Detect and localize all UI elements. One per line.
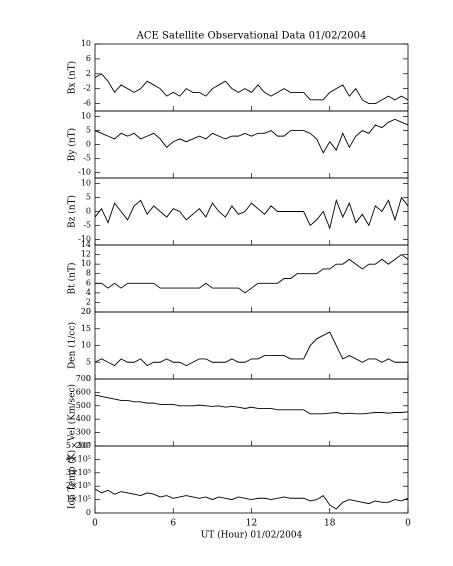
x-axis-label: UT (Hour) 01/02/2004 bbox=[201, 530, 303, 541]
y-tick-label: 5 bbox=[86, 357, 91, 366]
panel-frame bbox=[94, 43, 409, 112]
y-tick-label: 10 bbox=[81, 341, 91, 350]
y-tick-label: 12 bbox=[81, 250, 91, 259]
data-line bbox=[94, 331, 408, 367]
data-line bbox=[94, 196, 409, 230]
y-tick-label: 700 bbox=[76, 374, 91, 383]
y-tick-label: 6 bbox=[86, 54, 91, 63]
y-tick-label: -5 bbox=[83, 220, 91, 229]
y-tick-label: 2×10⁵ bbox=[66, 481, 91, 490]
y-axis-label: Bt (nT) bbox=[67, 263, 78, 295]
x-tick-label: 0 bbox=[405, 519, 411, 529]
y-axis-label: Den (1/cc) bbox=[67, 322, 78, 369]
chart-title: ACE Satellite Observational Data 01/02/2… bbox=[136, 31, 367, 42]
x-tick-label: 18 bbox=[324, 519, 336, 529]
y-tick-label: 5×10⁵ bbox=[66, 441, 91, 450]
y-tick-label: 0 bbox=[86, 140, 91, 149]
y-tick-label: -2 bbox=[83, 84, 91, 93]
y-tick-label: -6 bbox=[83, 99, 91, 108]
y-tick-label: 1×10⁵ bbox=[66, 495, 91, 504]
y-tick-label: 400 bbox=[76, 414, 91, 423]
y-tick-label: -10 bbox=[78, 234, 91, 243]
panel-frame bbox=[94, 378, 409, 447]
y-tick-label: 4 bbox=[86, 288, 91, 297]
panel-frame bbox=[94, 110, 409, 179]
data-line bbox=[94, 73, 409, 105]
y-tick-label: 0 bbox=[86, 307, 91, 316]
y-tick-label: 500 bbox=[76, 401, 91, 410]
y-tick-label: 600 bbox=[76, 387, 91, 396]
y-tick-label: 0 bbox=[86, 374, 91, 383]
x-tick-label: 0 bbox=[92, 519, 98, 529]
x-tick-label: 6 bbox=[170, 519, 176, 529]
y-tick-label: 14 bbox=[81, 240, 91, 249]
y-tick-label: 10 bbox=[81, 179, 91, 188]
y-tick-label: 300 bbox=[76, 428, 91, 437]
y-tick-label: 2 bbox=[86, 69, 91, 78]
y-axis-label: Ion Temp (K) bbox=[67, 450, 78, 509]
y-tick-label: 0 bbox=[86, 207, 91, 216]
data-line bbox=[94, 118, 409, 154]
y-tick-label: 10 bbox=[81, 39, 91, 48]
data-line bbox=[94, 394, 409, 415]
panel-frame bbox=[94, 177, 409, 246]
y-tick-label: -5 bbox=[83, 153, 91, 162]
y-tick-label: 20 bbox=[81, 307, 91, 316]
y-axis-label: Bx (nT) bbox=[67, 61, 78, 94]
y-tick-label: 10 bbox=[81, 112, 91, 121]
y-tick-label: -10 bbox=[78, 167, 91, 176]
y-tick-label: 8 bbox=[86, 269, 91, 278]
y-tick-label: 10 bbox=[81, 259, 91, 268]
panel-frame bbox=[94, 244, 409, 313]
y-tick-label: 0 bbox=[86, 508, 91, 517]
y-axis-label: By (nT) bbox=[67, 128, 78, 161]
y-tick-label: 4×10⁵ bbox=[66, 454, 91, 463]
y-tick-label: 3×10⁵ bbox=[66, 468, 91, 477]
y-axis-label: Vel (Km/sec) bbox=[67, 384, 78, 442]
y-tick-label: 200 bbox=[76, 441, 91, 450]
y-tick-label: 2 bbox=[86, 297, 91, 306]
y-tick-label: 15 bbox=[81, 324, 91, 333]
y-axis-label: Bz (nT) bbox=[67, 195, 78, 228]
y-tick-label: 5 bbox=[86, 126, 91, 135]
panel-frame bbox=[94, 445, 409, 514]
data-line bbox=[95, 254, 409, 294]
data-line bbox=[94, 488, 409, 510]
x-tick-label: 12 bbox=[246, 519, 257, 529]
y-tick-label: 6 bbox=[86, 278, 91, 287]
panel-frame bbox=[94, 311, 409, 380]
y-tick-label: 5 bbox=[86, 193, 91, 202]
